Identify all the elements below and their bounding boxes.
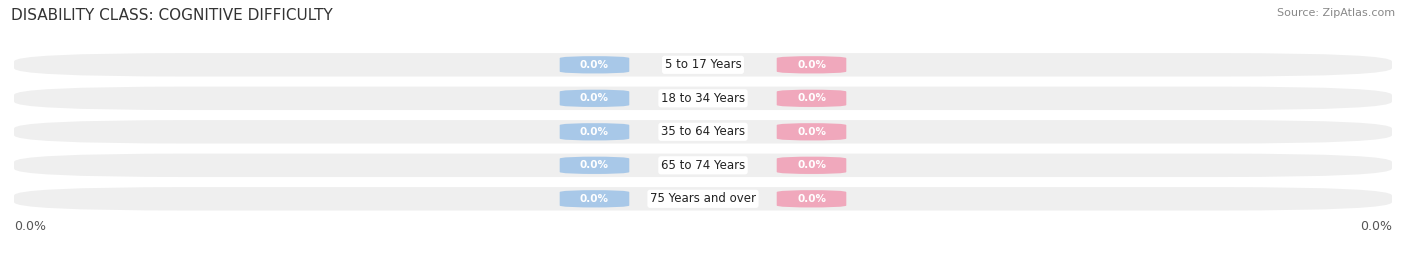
- FancyBboxPatch shape: [776, 123, 846, 140]
- Text: 35 to 64 Years: 35 to 64 Years: [661, 125, 745, 138]
- FancyBboxPatch shape: [14, 53, 1392, 77]
- Text: 0.0%: 0.0%: [797, 93, 825, 103]
- FancyBboxPatch shape: [560, 90, 630, 107]
- Text: 0.0%: 0.0%: [797, 160, 825, 170]
- FancyBboxPatch shape: [560, 190, 630, 207]
- Text: 0.0%: 0.0%: [797, 127, 825, 137]
- Text: 5 to 17 Years: 5 to 17 Years: [665, 58, 741, 71]
- FancyBboxPatch shape: [560, 56, 630, 73]
- FancyBboxPatch shape: [776, 90, 846, 107]
- Text: 65 to 74 Years: 65 to 74 Years: [661, 159, 745, 172]
- Text: 75 Years and over: 75 Years and over: [650, 192, 756, 205]
- FancyBboxPatch shape: [776, 190, 846, 207]
- Text: DISABILITY CLASS: COGNITIVE DIFFICULTY: DISABILITY CLASS: COGNITIVE DIFFICULTY: [11, 8, 333, 23]
- FancyBboxPatch shape: [776, 157, 846, 174]
- FancyBboxPatch shape: [560, 123, 630, 140]
- Text: 0.0%: 0.0%: [581, 160, 609, 170]
- Text: 0.0%: 0.0%: [581, 194, 609, 204]
- Text: 0.0%: 0.0%: [581, 127, 609, 137]
- FancyBboxPatch shape: [14, 187, 1392, 211]
- Text: 0.0%: 0.0%: [797, 194, 825, 204]
- Text: 18 to 34 Years: 18 to 34 Years: [661, 92, 745, 105]
- FancyBboxPatch shape: [776, 56, 846, 73]
- FancyBboxPatch shape: [14, 154, 1392, 177]
- FancyBboxPatch shape: [14, 120, 1392, 144]
- FancyBboxPatch shape: [560, 157, 630, 174]
- Text: 0.0%: 0.0%: [581, 93, 609, 103]
- Text: 0.0%: 0.0%: [797, 60, 825, 70]
- Text: 0.0%: 0.0%: [1360, 220, 1392, 233]
- Text: 0.0%: 0.0%: [581, 60, 609, 70]
- Text: Source: ZipAtlas.com: Source: ZipAtlas.com: [1277, 8, 1395, 18]
- FancyBboxPatch shape: [14, 87, 1392, 110]
- Text: 0.0%: 0.0%: [14, 220, 46, 233]
